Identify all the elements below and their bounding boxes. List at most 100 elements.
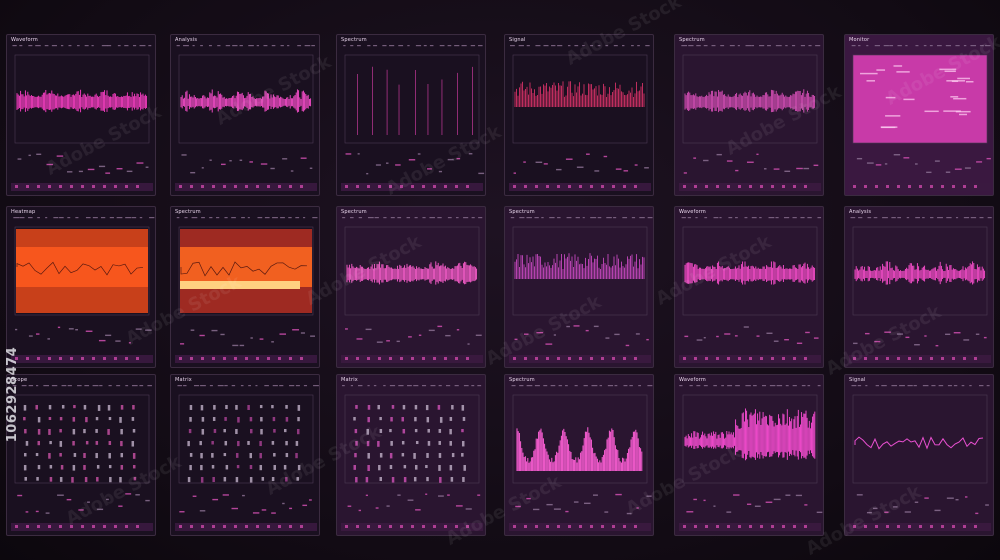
header-tick (597, 45, 601, 47)
footer-tick (85, 330, 93, 332)
header-tick (382, 45, 387, 47)
header-tick (471, 217, 475, 219)
footer-tick (773, 168, 780, 170)
footer-indicator (223, 357, 226, 360)
header-tick (979, 45, 984, 47)
matrix-cell (451, 405, 454, 410)
matrix-cell (401, 417, 404, 422)
footer-indicator (875, 357, 878, 360)
header-tick (28, 217, 33, 219)
header-tick (413, 385, 419, 387)
header-tick (751, 45, 755, 47)
header-tick (785, 385, 789, 387)
footer-indicator (345, 185, 348, 188)
header-tick (139, 385, 144, 387)
header-tick (77, 385, 82, 387)
matrix-cell (132, 405, 135, 410)
header-tick (558, 385, 562, 387)
footer-indicator (727, 525, 730, 528)
header-tick (963, 45, 967, 47)
header-tick (590, 217, 597, 219)
matrix-cell (212, 477, 215, 483)
header-tick (815, 45, 821, 47)
footer-tick (47, 338, 50, 340)
matrix-cell (83, 465, 86, 470)
footer-tick (397, 494, 401, 496)
matrix-cell (224, 441, 228, 446)
header-tick (423, 45, 427, 47)
footer-indicator (793, 357, 796, 360)
footer-indicator (853, 185, 856, 188)
header-tick (390, 217, 395, 219)
matrix-cell (247, 405, 250, 411)
panel-graphic (11, 385, 153, 531)
footer-tick (796, 342, 803, 344)
panel-title: Scope (11, 377, 28, 383)
footer-indicator (952, 357, 955, 360)
overlay-mark (903, 98, 915, 101)
matrix-cell (199, 441, 202, 446)
footer-tick (646, 495, 652, 497)
matrix-cell (85, 417, 88, 423)
footer-indicator (716, 185, 719, 188)
panel-title: Signal (849, 377, 866, 383)
footer-indicator (444, 185, 447, 188)
footer-indicator (256, 185, 259, 188)
matrix-cell (95, 441, 99, 445)
matrix-cell (83, 405, 87, 410)
footer-tick (106, 498, 109, 501)
header-tick (969, 385, 972, 387)
footer-tick (556, 168, 562, 171)
footer-indicator (590, 185, 593, 188)
matrix-cell (200, 465, 203, 471)
header-tick (12, 385, 17, 387)
footer-tick (201, 167, 204, 169)
footer-indicator (694, 525, 697, 528)
matrix-cell (213, 405, 216, 410)
footer-indicator (513, 357, 516, 360)
overlay-mark (943, 110, 961, 112)
footer-tick (533, 508, 540, 511)
matrix-cell (426, 477, 429, 482)
header-tick (753, 385, 757, 387)
footer-tick (623, 170, 629, 172)
panel-title: Waveform (679, 377, 706, 383)
matrix-cell (59, 429, 62, 433)
footer-indicator (557, 185, 560, 188)
footer-tick (615, 168, 622, 170)
header-tick (681, 45, 688, 47)
footer-tick (803, 167, 810, 170)
footer-indicator (223, 525, 226, 528)
footer-tick (684, 335, 689, 338)
dashboard-panel: Waveform (6, 34, 156, 196)
panel-title: Analysis (849, 209, 872, 215)
footer-tick (646, 338, 649, 341)
footer-tick (366, 172, 369, 175)
header-tick (613, 45, 618, 47)
footer-tick (573, 325, 580, 327)
matrix-cell (461, 441, 465, 447)
footer-tick (593, 325, 599, 328)
matrix-cell (403, 477, 407, 483)
header-tick (478, 217, 483, 219)
plot-area (682, 226, 818, 316)
panel-title: Analysis (175, 37, 198, 43)
footer-indicator (782, 525, 785, 528)
header-tick (256, 45, 260, 47)
matrix-cell (297, 417, 300, 422)
footer-tick (447, 158, 454, 161)
header-tick (851, 45, 856, 47)
footer-tick (515, 505, 521, 508)
header-tick (543, 385, 548, 387)
matrix-cell (389, 465, 393, 469)
footer-indicator (941, 357, 944, 360)
footer-tick (796, 167, 803, 170)
footer-indicator (356, 185, 359, 188)
footer-indicator (400, 525, 403, 528)
footer-indicator (524, 525, 527, 528)
footer-tick (853, 342, 858, 345)
header-tick (272, 385, 278, 387)
header-tick (367, 385, 370, 387)
footer-indicator (234, 185, 237, 188)
footer-indicator (422, 525, 425, 528)
